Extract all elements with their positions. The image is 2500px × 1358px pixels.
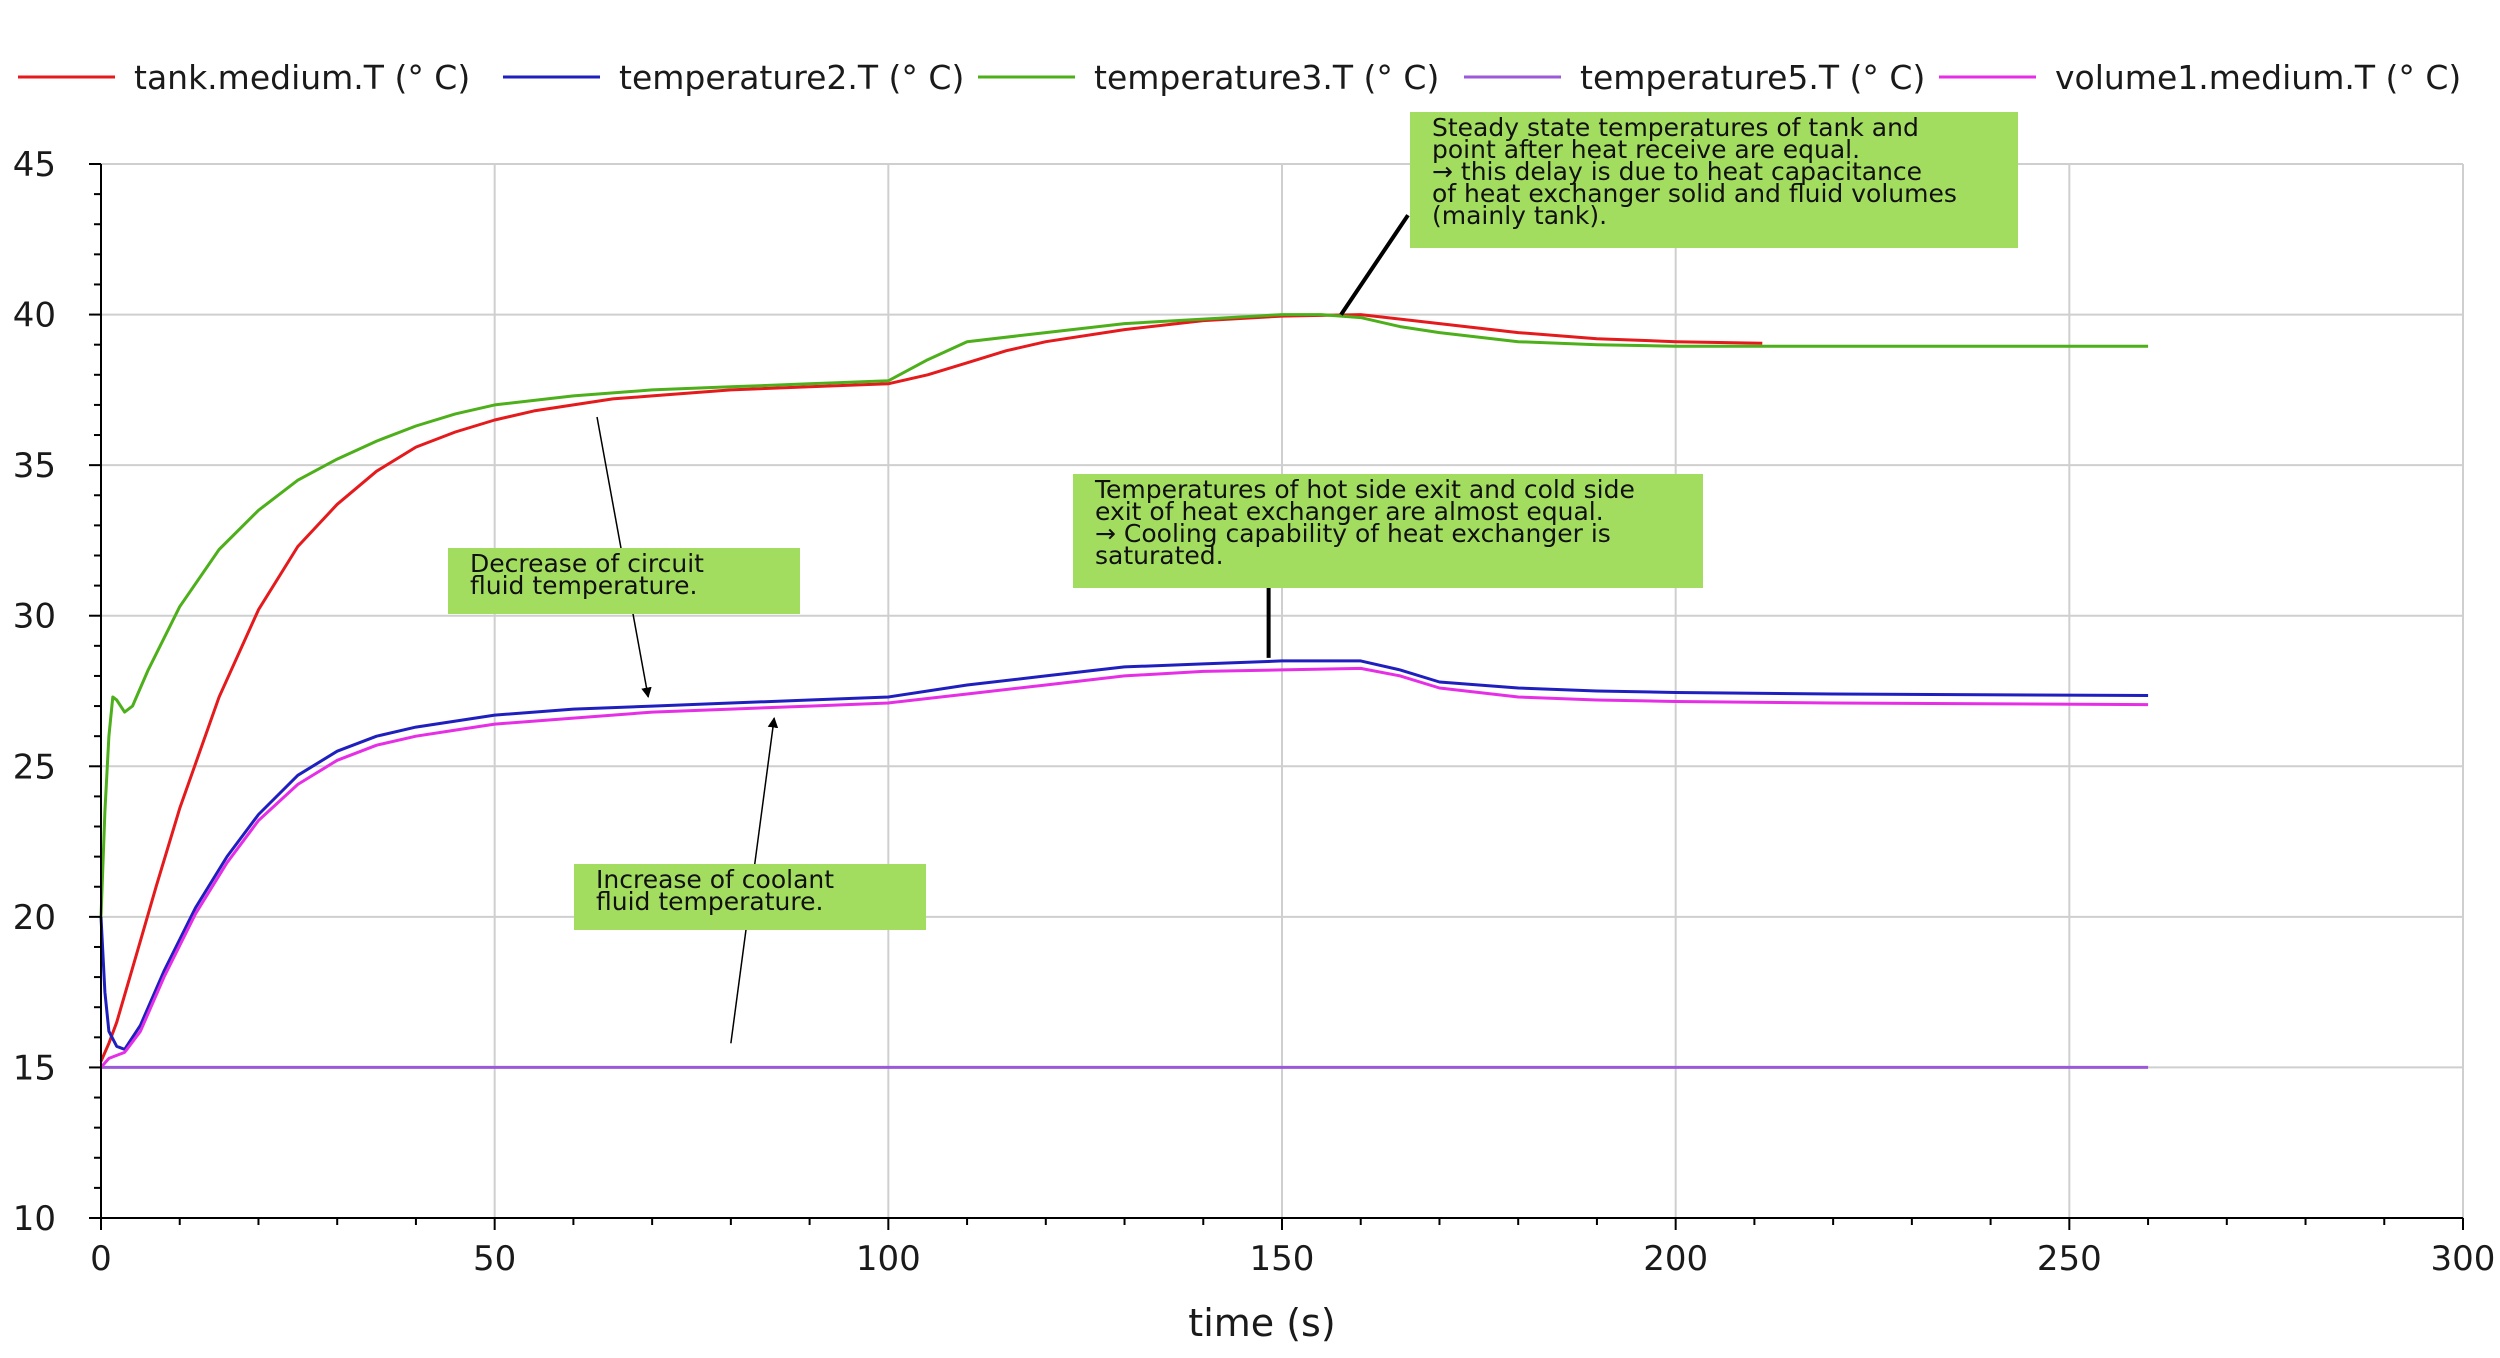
annotation-pointer-steady-state xyxy=(1339,214,1410,316)
annotation-text-decrease-1: fluid temperature. xyxy=(470,571,697,600)
annotation-text-saturated-2: → Cooling capability of heat exchanger i… xyxy=(1095,519,1611,548)
series-line-4 xyxy=(99,666,2149,1069)
annotation-text-saturated-0: Temperatures of hot side exit and cold s… xyxy=(1094,475,1635,504)
annotation-text-saturated-3: saturated. xyxy=(1095,541,1224,570)
annotation-box-decrease xyxy=(448,548,800,614)
x-tick-label-3: 150 xyxy=(1250,1239,1315,1279)
y-tick-label-4: 30 xyxy=(13,597,56,637)
y-tick-label-7: 45 xyxy=(13,145,56,185)
annotation-text-increase-1: fluid temperature. xyxy=(596,887,823,916)
annotation-text-steady-state-4: (mainly tank). xyxy=(1432,201,1607,230)
legend-entry-4[interactable]: volume1.medium.T (° C) xyxy=(1939,58,2461,97)
x-tick-label-4: 200 xyxy=(1643,1239,1708,1279)
legend-label-0: tank.medium.T (° C) xyxy=(134,58,470,97)
annotation-box-increase xyxy=(574,864,926,930)
x-tick-label-5: 250 xyxy=(2037,1239,2102,1279)
legend-label-2: temperature3.T (° C) xyxy=(1094,58,1439,97)
legend-entry-3[interactable]: temperature5.T (° C) xyxy=(1464,58,1925,97)
annotation-text-decrease-0: Decrease of circuit xyxy=(470,549,704,578)
annotation-text-steady-state-3: of heat exchanger solid and fluid volume… xyxy=(1432,179,1957,208)
series-line-1 xyxy=(99,659,2149,1051)
legend[interactable]: tank.medium.T (° C) temperature2.T (° C) t… xyxy=(18,58,2461,97)
legend-label-1: temperature2.T (° C) xyxy=(619,58,964,97)
series-group xyxy=(99,313,2149,1069)
annotation-text-steady-state-2: → this delay is due to heat capacitance xyxy=(1432,157,1922,186)
legend-label-4: volume1.medium.T (° C) xyxy=(2055,58,2461,97)
annotation-text-steady-state-1: point after heat receive are equal. xyxy=(1432,135,1860,164)
legend-entry-0[interactable]: tank.medium.T (° C) xyxy=(18,58,470,97)
annotations: Steady state temperatures of tank andpoi… xyxy=(448,112,2018,1044)
annotation-box-steady-state xyxy=(1410,112,2018,248)
y-tick-label-3: 25 xyxy=(13,747,56,787)
annotation-box-saturated xyxy=(1073,474,1703,588)
x-tick-label-1: 50 xyxy=(473,1239,516,1279)
annotation-text-increase-0: Increase of coolant xyxy=(596,865,834,894)
y-tick-label-2: 20 xyxy=(13,898,56,938)
x-tick-label-0: 0 xyxy=(90,1239,112,1279)
legend-entry-1[interactable]: temperature2.T (° C) xyxy=(503,58,964,97)
legend-entry-2[interactable]: temperature3.T (° C) xyxy=(978,58,1439,97)
series-line-2 xyxy=(99,313,2149,917)
y-tick-label-5: 35 xyxy=(13,446,56,486)
x-tick-label-6: 300 xyxy=(2431,1239,2496,1279)
annotation-steady-state: Steady state temperatures of tank andpoi… xyxy=(1339,112,2018,316)
axes: 0 50 100 150 200 250 300 10 15 20 25 30 35 40 45 xyxy=(13,145,2496,1279)
y-tick-label-6: 40 xyxy=(13,296,56,336)
annotation-text-saturated-1: exit of heat exchanger are almost equal. xyxy=(1095,497,1604,526)
y-tick-label-1: 15 xyxy=(13,1048,56,1088)
y-tick-label-0: 10 xyxy=(13,1199,56,1239)
x-axis-title: time (s) xyxy=(1188,1301,1335,1345)
annotation-text-steady-state-0: Steady state temperatures of tank and xyxy=(1432,113,1919,142)
x-tick-label-2: 100 xyxy=(856,1239,921,1279)
annotation-saturated: Temperatures of hot side exit and cold s… xyxy=(1073,474,1703,658)
legend-label-3: temperature5.T (° C) xyxy=(1580,58,1925,97)
